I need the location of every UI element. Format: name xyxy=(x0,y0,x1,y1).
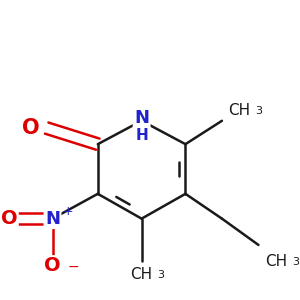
Text: N: N xyxy=(45,210,60,228)
Text: CH: CH xyxy=(265,254,287,268)
Text: 3: 3 xyxy=(292,257,299,267)
Text: O: O xyxy=(2,209,18,228)
Text: CH: CH xyxy=(228,103,250,118)
Text: 3: 3 xyxy=(256,106,262,116)
Text: N: N xyxy=(134,109,149,127)
Text: H: H xyxy=(135,128,148,143)
Text: O: O xyxy=(44,256,61,275)
Text: +: + xyxy=(63,205,74,218)
Text: −: − xyxy=(67,260,79,274)
Text: CH: CH xyxy=(130,267,153,282)
Text: 3: 3 xyxy=(158,270,165,280)
Text: O: O xyxy=(22,118,39,138)
